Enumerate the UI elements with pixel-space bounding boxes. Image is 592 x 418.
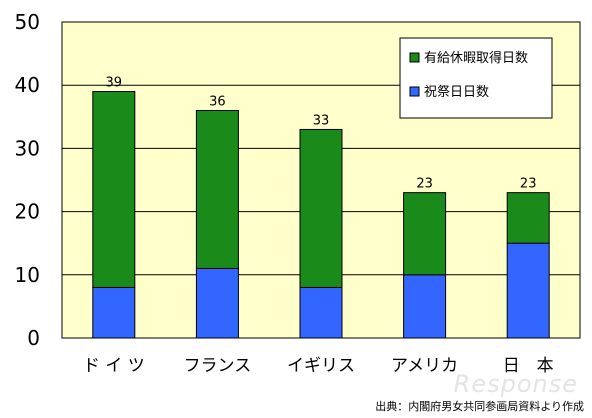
data-label: 33 [313, 113, 330, 128]
bar-segment [299, 128, 343, 288]
y-tick-label: 10 [15, 263, 40, 287]
bar-segment [299, 286, 343, 339]
data-label: 23 [416, 177, 433, 192]
x-axis: ド イ ツ フランス イギリス アメリカ 日 本 [83, 356, 554, 376]
source-note: 出典：内閣府男女共同参画局資料より作成 [375, 400, 584, 413]
bar-segment [92, 91, 136, 288]
legend-box [399, 37, 553, 119]
legend-label: 祝祭日日数 [424, 85, 489, 100]
bar-segment [506, 242, 550, 339]
y-tick-label: 0 [27, 326, 40, 350]
data-label: 39 [106, 76, 123, 91]
legend-swatch [409, 52, 420, 63]
y-tick-label: 20 [15, 200, 40, 224]
bars: 39 36 33 23 23 [92, 76, 550, 339]
x-tick-label: フランス [184, 356, 252, 376]
x-tick-label: イギリス [287, 356, 355, 376]
y-tick-label: 30 [15, 136, 40, 160]
bar-segment [403, 192, 447, 276]
y-axis: 0 10 20 30 40 50 [15, 10, 40, 350]
y-tick-label: 40 [15, 73, 40, 97]
bar-segment [403, 274, 447, 339]
bar-segment [506, 192, 550, 244]
x-tick-label: 日 本 [503, 356, 554, 376]
x-tick-label: アメリカ [391, 356, 458, 376]
legend-swatch [409, 86, 420, 97]
y-tick-label: 50 [15, 10, 40, 34]
data-label: 23 [520, 177, 537, 192]
data-label: 36 [209, 94, 226, 109]
legend-label: 有給休暇取得日数 [424, 50, 528, 66]
x-tick-label: ド イ ツ [83, 356, 145, 376]
bar-segment [92, 286, 136, 339]
watermark: Response [453, 370, 578, 398]
bar-segment [195, 109, 239, 269]
bar-segment [195, 267, 239, 339]
